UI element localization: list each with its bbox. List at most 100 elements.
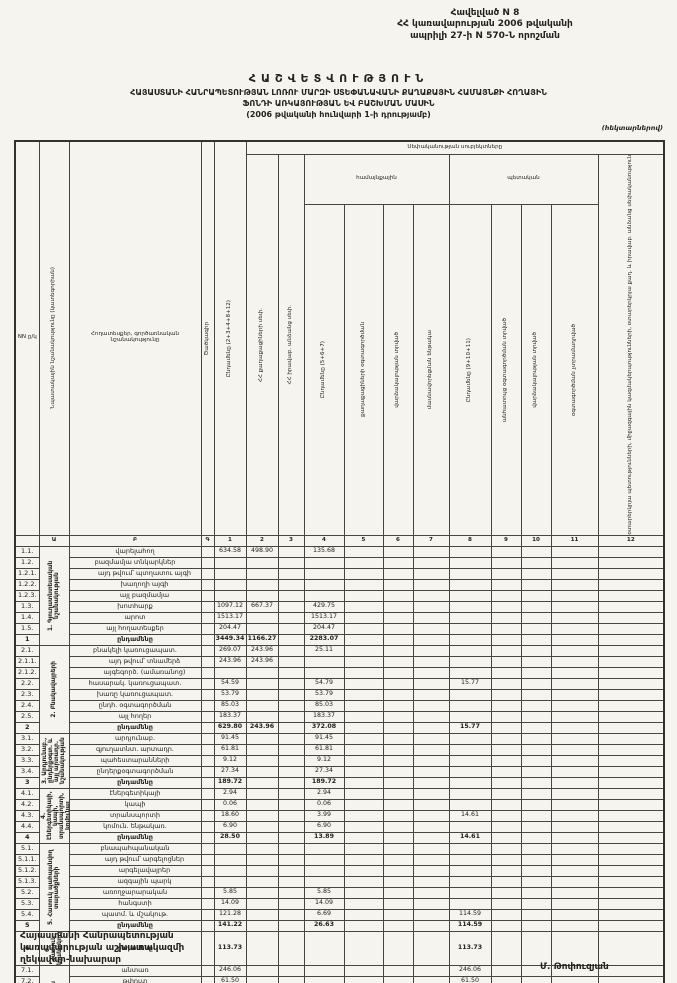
cell-value-col-8: 61.50 bbox=[448, 975, 492, 983]
cell-code bbox=[200, 622, 215, 635]
table-row: 1.4. արոտ 1513.17 1513.17 bbox=[14, 611, 665, 624]
cell-value-col-11 bbox=[550, 732, 599, 745]
cell-landtype-label: հանգստի bbox=[68, 897, 202, 910]
title-block: ՀԱՇՎԵՏՎՈՒԹՅՈՒՆ ՀԱՅԱՍՏԱՆԻ ՀԱՆՐԱՊԵՏՈՒԹՅԱՆ … bbox=[14, 72, 663, 120]
cell-code bbox=[200, 545, 215, 558]
cell-value-col-2: 243.96 bbox=[245, 644, 279, 657]
cell-value-col-2 bbox=[245, 677, 279, 690]
cell-value-col-12 bbox=[597, 919, 665, 932]
cell-landtype-label: գյուղատնտ. արտադր. bbox=[68, 743, 202, 756]
cell-row-number: 2.5. bbox=[14, 710, 40, 723]
cell-row-number: 2.2. bbox=[14, 677, 40, 690]
cell-landtype-label: այլ բազմամյա bbox=[68, 589, 202, 602]
cell-value-col-5 bbox=[343, 556, 384, 569]
cell-value-col-12 bbox=[597, 666, 665, 679]
cell-value-col-5 bbox=[343, 919, 384, 932]
cell-value-col-9 bbox=[490, 688, 522, 701]
cell-value-col-3 bbox=[277, 964, 305, 977]
cell-value-col-6 bbox=[382, 754, 414, 767]
cell-value-col-8: 114.59 bbox=[448, 908, 492, 921]
cell-value-col-9 bbox=[490, 732, 522, 745]
header-col-9: անհատույց օգտագործման տրված bbox=[490, 203, 522, 536]
cell-value-col-4 bbox=[303, 589, 345, 602]
header-category: Նպատակային նշանակությունը (կատեգորիան) bbox=[38, 140, 70, 536]
cell-code bbox=[200, 600, 215, 613]
cell-value-col-8 bbox=[448, 666, 492, 679]
cell-value-col-8 bbox=[448, 776, 492, 789]
cell-value-col-7 bbox=[412, 975, 450, 983]
cell-value-col-9 bbox=[490, 633, 522, 646]
cell-value-col-10 bbox=[520, 600, 552, 613]
cell-value-col-2: 667.37 bbox=[245, 600, 279, 613]
cell-value-col-2 bbox=[245, 732, 279, 745]
cell-landtype-label: ընդամենը bbox=[68, 776, 202, 789]
cell-value-col-9 bbox=[490, 589, 522, 602]
table-row: 3.4. ընդերքօգտագործման 27.34 27.34 bbox=[14, 765, 665, 778]
cell-value-col-1 bbox=[213, 875, 247, 888]
cell-value-col-2 bbox=[245, 666, 279, 679]
table-row: 2.4. ընդհ. օգտագործման 85.03 85.03 bbox=[14, 699, 665, 712]
cell-value-col-3 bbox=[277, 622, 305, 635]
cell-value-col-10 bbox=[520, 930, 552, 966]
cell-value-col-8 bbox=[448, 864, 492, 877]
cell-value-col-9 bbox=[490, 677, 522, 690]
cell-value-col-5 bbox=[343, 600, 384, 613]
cell-value-col-10 bbox=[520, 787, 552, 800]
cell-value-col-2: 243.96 bbox=[245, 655, 279, 668]
table-row: 4 ընդամենը 28.50 13.89 14.61 bbox=[14, 831, 665, 844]
cell-value-col-8 bbox=[448, 798, 492, 811]
cell-value-col-3 bbox=[277, 600, 305, 613]
table-row: 4.3. տրանսպորտի 18.60 3.99 14.61 bbox=[14, 809, 665, 822]
cell-value-col-4: 54.79 bbox=[303, 677, 345, 690]
cell-value-col-1 bbox=[213, 567, 247, 580]
cell-value-col-6 bbox=[382, 732, 414, 745]
cell-value-col-10 bbox=[520, 622, 552, 635]
cell-landtype-label: ընդամենը bbox=[68, 831, 202, 844]
cell-value-col-11 bbox=[550, 556, 599, 569]
cell-row-number: 4 bbox=[14, 831, 40, 844]
cell-value-col-8 bbox=[448, 754, 492, 767]
cell-row-number: 5.1.3. bbox=[14, 875, 40, 888]
cell-value-col-1: 61.50 bbox=[213, 975, 247, 983]
cell-row-number: 2.4. bbox=[14, 699, 40, 712]
cell-value-col-6 bbox=[382, 644, 414, 657]
cell-value-col-3 bbox=[277, 864, 305, 877]
cell-value-col-3 bbox=[277, 688, 305, 701]
cell-value-col-4: 6.69 bbox=[303, 908, 345, 921]
cell-value-col-4: 13.89 bbox=[303, 831, 345, 844]
cell-value-col-12 bbox=[597, 897, 665, 910]
cell-value-col-1: 28.50 bbox=[213, 831, 247, 844]
cell-landtype-label: այդ թվում՝ արգելոցներ bbox=[68, 853, 202, 866]
cell-landtype-label: ընդամենը bbox=[68, 721, 202, 734]
cell-code bbox=[200, 776, 215, 789]
cell-value-col-1: 53.79 bbox=[213, 688, 247, 701]
cell-value-col-11 bbox=[550, 743, 599, 756]
cell-value-col-12 bbox=[597, 743, 665, 756]
cell-value-col-8: 15.77 bbox=[448, 677, 492, 690]
cell-value-col-12 bbox=[597, 765, 665, 778]
cell-value-col-10 bbox=[520, 578, 552, 591]
cell-value-col-9 bbox=[490, 919, 522, 932]
cell-value-col-1 bbox=[213, 842, 247, 855]
cell-value-col-3 bbox=[277, 589, 305, 602]
cell-value-col-9 bbox=[490, 545, 522, 558]
cell-value-col-1: 2.94 bbox=[213, 787, 247, 800]
cell-value-col-9 bbox=[490, 622, 522, 635]
cell-value-col-9 bbox=[490, 875, 522, 888]
cell-value-col-5 bbox=[343, 842, 384, 855]
cell-landtype-label: ընդերքօգտագործման bbox=[68, 765, 202, 778]
cell-value-col-12 bbox=[597, 721, 665, 734]
cell-value-col-1: 14.09 bbox=[213, 897, 247, 910]
cell-value-col-9 bbox=[490, 930, 522, 966]
cell-landtype-label: կոմուն. ենթակառ. bbox=[68, 820, 202, 833]
cell-value-col-5 bbox=[343, 589, 384, 602]
cell-value-col-5 bbox=[343, 688, 384, 701]
cell-value-col-5 bbox=[343, 666, 384, 679]
cell-value-col-7 bbox=[412, 930, 450, 966]
cell-value-col-8 bbox=[448, 600, 492, 613]
cell-value-col-12 bbox=[597, 589, 665, 602]
cell-value-col-12 bbox=[597, 556, 665, 569]
cell-code bbox=[200, 897, 215, 910]
cell-value-col-8 bbox=[448, 622, 492, 635]
cell-value-col-12 bbox=[597, 809, 665, 822]
